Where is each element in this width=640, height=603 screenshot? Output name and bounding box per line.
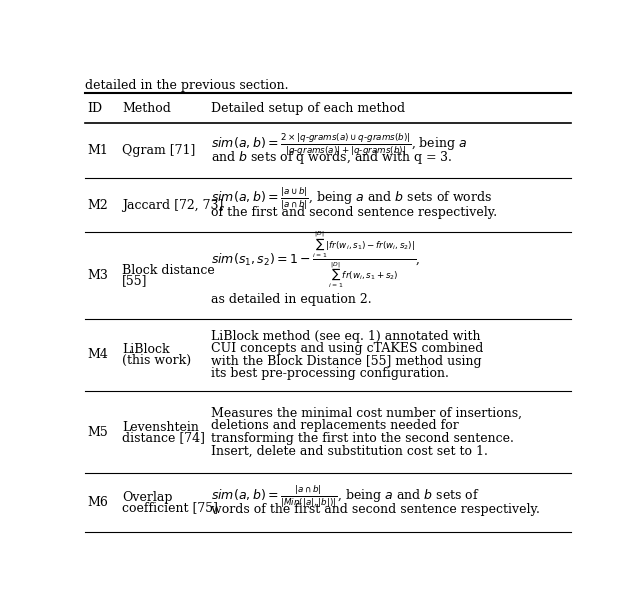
Text: $sim(s_1,s_2) = 1 - \frac{\sum_{i=1}^{|D|}|fr(w_i,s_1)-fr(w_i,s_2)|}{\sum_{i=1}^: $sim(s_1,s_2) = 1 - \frac{\sum_{i=1}^{|D… bbox=[211, 230, 420, 291]
Text: deletions and replacements needed for: deletions and replacements needed for bbox=[211, 419, 459, 432]
Text: Qgram [71]: Qgram [71] bbox=[122, 144, 196, 157]
Text: M2: M2 bbox=[88, 198, 108, 212]
Text: ID: ID bbox=[88, 102, 102, 115]
Text: Detailed setup of each method: Detailed setup of each method bbox=[211, 102, 406, 115]
Text: (this work): (this work) bbox=[122, 353, 191, 367]
Text: coefficient [75]: coefficient [75] bbox=[122, 501, 218, 514]
Text: M3: M3 bbox=[88, 269, 108, 282]
Text: M5: M5 bbox=[88, 426, 108, 438]
Text: Insert, delete and substitution cost set to 1.: Insert, delete and substitution cost set… bbox=[211, 444, 488, 458]
Text: Block distance: Block distance bbox=[122, 264, 215, 277]
Text: Levenshtein: Levenshtein bbox=[122, 420, 199, 434]
Text: $sim(a,b) = \frac{2\times|q\text{-}grams(a)\cup q\text{-}grams(b)|}{|q\text{-}gr: $sim(a,b) = \frac{2\times|q\text{-}grams… bbox=[211, 131, 468, 157]
Text: detailed in the previous section.: detailed in the previous section. bbox=[85, 80, 289, 92]
Text: LiBlock: LiBlock bbox=[122, 343, 170, 356]
Text: $sim(a,b) = \frac{|a\cap b|}{|Min(|a|,|b|)|}$, being $a$ and $b$ sets of: $sim(a,b) = \frac{|a\cap b|}{|Min(|a|,|b… bbox=[211, 482, 480, 508]
Text: Overlap: Overlap bbox=[122, 491, 173, 504]
Text: words of the first and second sentence respectively.: words of the first and second sentence r… bbox=[211, 503, 540, 516]
Text: and $b$ sets of q words, and with q = 3.: and $b$ sets of q words, and with q = 3. bbox=[211, 149, 453, 166]
Text: with the Block Distance [55] method using: with the Block Distance [55] method usin… bbox=[211, 355, 482, 368]
Text: distance [74]: distance [74] bbox=[122, 431, 205, 444]
Text: Method: Method bbox=[122, 102, 171, 115]
Text: M4: M4 bbox=[88, 349, 108, 361]
Text: LiBlock method (see eq. 1) annotated with: LiBlock method (see eq. 1) annotated wit… bbox=[211, 330, 481, 343]
Text: M6: M6 bbox=[88, 496, 108, 509]
Text: its best pre-processing configuration.: its best pre-processing configuration. bbox=[211, 367, 449, 380]
Text: [55]: [55] bbox=[122, 274, 148, 287]
Text: transforming the first into the second sentence.: transforming the first into the second s… bbox=[211, 432, 515, 445]
Text: Measures the minimal cost number of insertions,: Measures the minimal cost number of inse… bbox=[211, 407, 522, 420]
Text: M1: M1 bbox=[88, 144, 108, 157]
Text: of the first and second sentence respectively.: of the first and second sentence respect… bbox=[211, 206, 497, 219]
Text: Jaccard [72, 73]: Jaccard [72, 73] bbox=[122, 198, 223, 212]
Text: CUI concepts and using cTAKES combined: CUI concepts and using cTAKES combined bbox=[211, 342, 484, 355]
Text: $sim(a,b) = \frac{|a\cup b|}{|a\cap b|}$, being $a$ and $b$ sets of words: $sim(a,b) = \frac{|a\cup b|}{|a\cap b|}$… bbox=[211, 185, 493, 211]
Text: as detailed in equation 2.: as detailed in equation 2. bbox=[211, 293, 372, 306]
